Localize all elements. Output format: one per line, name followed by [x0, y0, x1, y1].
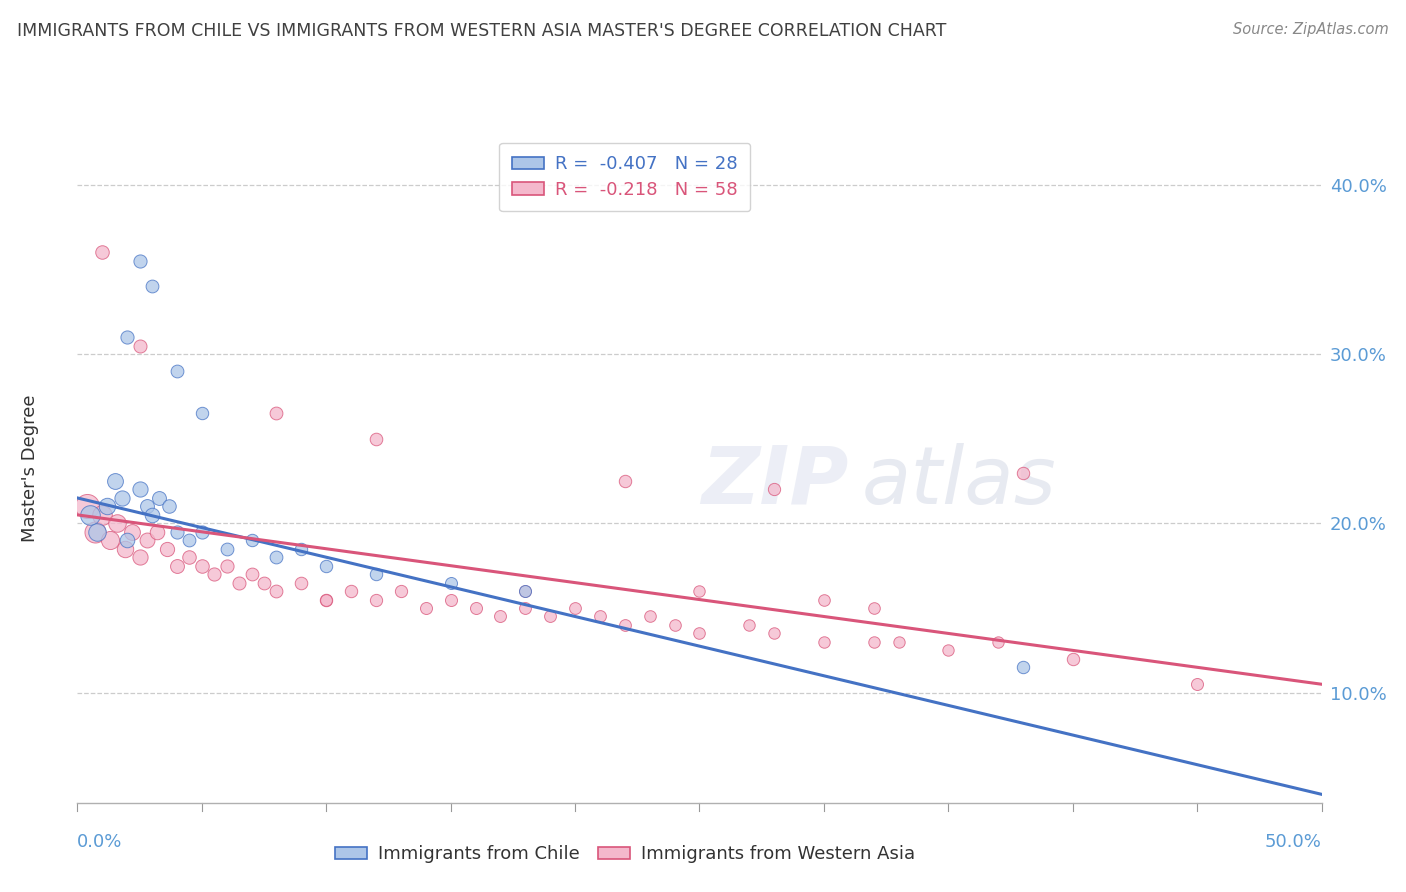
- Point: [91, 508, 114, 522]
- Point: [266, 584, 288, 599]
- Point: [128, 253, 150, 268]
- Point: [202, 567, 225, 582]
- Point: [156, 541, 179, 556]
- Point: [128, 338, 150, 352]
- Point: [364, 432, 387, 446]
- Point: [121, 524, 143, 539]
- Point: [340, 584, 363, 599]
- Point: [148, 491, 170, 505]
- Point: [515, 601, 537, 615]
- Point: [136, 500, 159, 514]
- Point: [141, 508, 163, 522]
- Point: [105, 516, 128, 531]
- Point: [104, 474, 127, 488]
- Point: [166, 364, 188, 378]
- Point: [738, 618, 761, 632]
- Text: Source: ZipAtlas.com: Source: ZipAtlas.com: [1233, 22, 1389, 37]
- Text: ZIP: ZIP: [702, 442, 849, 521]
- Point: [290, 541, 312, 556]
- Point: [364, 592, 387, 607]
- Point: [415, 601, 437, 615]
- Point: [98, 533, 121, 548]
- Text: 0.0%: 0.0%: [77, 833, 122, 851]
- Point: [862, 601, 884, 615]
- Point: [146, 524, 169, 539]
- Point: [290, 575, 312, 590]
- Point: [76, 500, 98, 514]
- Point: [862, 635, 884, 649]
- Point: [515, 584, 537, 599]
- Text: Master's Degree: Master's Degree: [21, 394, 39, 542]
- Point: [315, 592, 337, 607]
- Point: [364, 567, 387, 582]
- Point: [813, 592, 835, 607]
- Point: [83, 524, 105, 539]
- Point: [215, 541, 238, 556]
- Point: [938, 643, 960, 657]
- Point: [613, 618, 636, 632]
- Point: [564, 601, 586, 615]
- Point: [266, 406, 288, 420]
- Point: [489, 609, 512, 624]
- Point: [315, 558, 337, 573]
- Point: [1062, 652, 1084, 666]
- Point: [515, 584, 537, 599]
- Point: [240, 533, 263, 548]
- Point: [664, 618, 686, 632]
- Point: [987, 635, 1010, 649]
- Point: [1012, 660, 1035, 674]
- Point: [179, 533, 201, 548]
- Point: [589, 609, 612, 624]
- Text: IMMIGRANTS FROM CHILE VS IMMIGRANTS FROM WESTERN ASIA MASTER'S DEGREE CORRELATIO: IMMIGRANTS FROM CHILE VS IMMIGRANTS FROM…: [17, 22, 946, 40]
- Point: [111, 491, 134, 505]
- Point: [166, 524, 188, 539]
- Point: [115, 533, 138, 548]
- Point: [887, 635, 910, 649]
- Point: [96, 500, 118, 514]
- Point: [689, 626, 711, 640]
- Point: [128, 550, 150, 565]
- Point: [1187, 677, 1209, 691]
- Point: [215, 558, 238, 573]
- Point: [157, 500, 180, 514]
- Point: [689, 584, 711, 599]
- Point: [638, 609, 661, 624]
- Legend: Immigrants from Chile, Immigrants from Western Asia: Immigrants from Chile, Immigrants from W…: [328, 838, 922, 871]
- Point: [141, 279, 163, 293]
- Point: [179, 550, 201, 565]
- Text: atlas: atlas: [862, 442, 1056, 521]
- Point: [86, 524, 108, 539]
- Point: [240, 567, 263, 582]
- Point: [440, 575, 463, 590]
- Point: [813, 635, 835, 649]
- Point: [128, 483, 150, 497]
- Point: [613, 474, 636, 488]
- Point: [228, 575, 250, 590]
- Point: [763, 483, 786, 497]
- Point: [440, 592, 463, 607]
- Point: [79, 508, 101, 522]
- Point: [191, 524, 214, 539]
- Point: [191, 406, 214, 420]
- Point: [464, 601, 486, 615]
- Point: [166, 558, 188, 573]
- Point: [91, 245, 114, 260]
- Point: [538, 609, 561, 624]
- Point: [191, 558, 214, 573]
- Point: [253, 575, 276, 590]
- Point: [1012, 466, 1035, 480]
- Text: 50.0%: 50.0%: [1265, 833, 1322, 851]
- Point: [389, 584, 412, 599]
- Point: [315, 592, 337, 607]
- Point: [136, 533, 159, 548]
- Point: [114, 541, 136, 556]
- Point: [266, 550, 288, 565]
- Point: [763, 626, 786, 640]
- Point: [115, 330, 138, 344]
